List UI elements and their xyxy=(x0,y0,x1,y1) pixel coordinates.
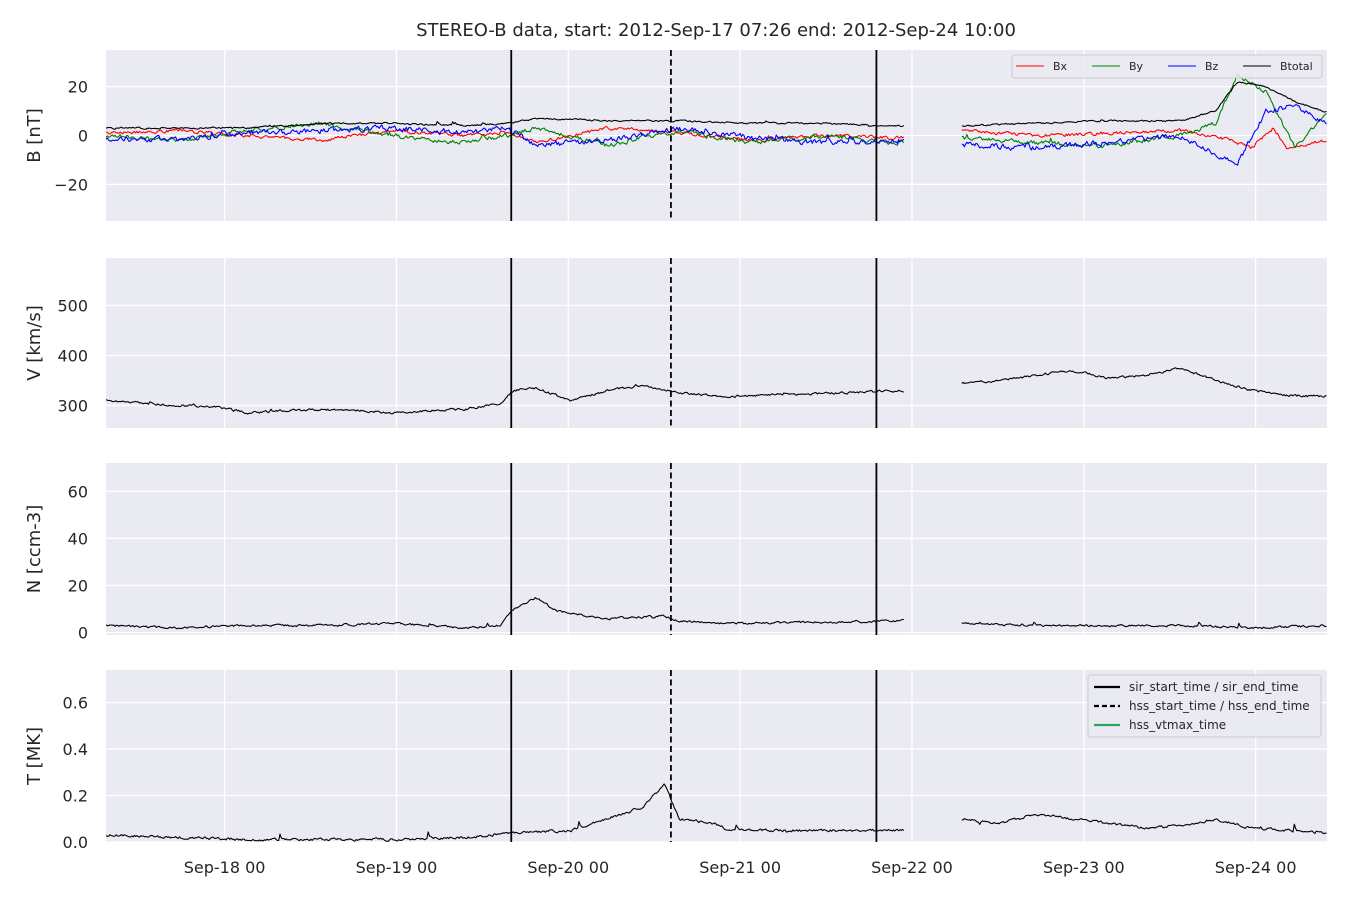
x-tick-label: Sep-20 00 xyxy=(527,858,609,877)
legend-entry-label: hss_start_time / hss_end_time xyxy=(1129,699,1310,713)
chart-title: STEREO-B data, start: 2012-Sep-17 07:26 … xyxy=(416,20,1016,41)
y-tick-label: 0.6 xyxy=(63,694,88,713)
series-group xyxy=(106,597,1327,630)
y-tick-label: 0.4 xyxy=(63,740,88,759)
y-tick-label: 500 xyxy=(57,297,88,316)
plot-area xyxy=(106,463,1327,635)
y-tick-label: 20 xyxy=(68,577,88,596)
series-group xyxy=(106,783,1327,842)
panel-3: 0 20 40 60 N [ccm-3] xyxy=(24,463,1327,643)
y-tick-label: 0.2 xyxy=(63,787,88,806)
series-t-line xyxy=(106,783,1327,842)
panel-4: 0.0 0.2 0.4 0.6 T [MK] Sep-18 00 Sep-19 00 Sep-… xyxy=(24,670,1327,877)
y-tick-label: 0 xyxy=(78,127,88,146)
legend-entry-label: By xyxy=(1129,60,1144,73)
x-tick-label: Sep-18 00 xyxy=(184,858,266,877)
x-tick-label: Sep-24 00 xyxy=(1215,858,1297,877)
x-tick-label: Sep-21 00 xyxy=(699,858,781,877)
y-tick-label: 400 xyxy=(57,347,88,366)
series-group xyxy=(106,73,1327,166)
y-axis-label: B [nT] xyxy=(24,108,45,163)
plot-area xyxy=(106,258,1327,428)
y-axis-label: V [km/s] xyxy=(24,305,45,380)
y-axis-label: N [ccm-3] xyxy=(24,505,45,594)
legend-entry-label: Btotal xyxy=(1280,60,1313,73)
y-tick-label: 0.0 xyxy=(63,833,88,852)
series-bz-line xyxy=(106,104,1327,166)
x-tick-label: Sep-19 00 xyxy=(356,858,438,877)
x-tick-label: Sep-23 00 xyxy=(1043,858,1125,877)
y-tick-label: −20 xyxy=(54,175,88,194)
legend-b: Bx By Bz Btotal xyxy=(1011,54,1323,79)
legend-entry-label: Bz xyxy=(1205,60,1219,73)
legend-events: sir_start_time / sir_end_time hss_start_t… xyxy=(1087,674,1322,738)
panel-2: 300 400 500 V [km/s] xyxy=(24,258,1327,428)
y-tick-label: 40 xyxy=(68,529,88,548)
y-tick-label: 20 xyxy=(68,78,88,97)
legend-entry-label: hss_vtmax_time xyxy=(1129,718,1226,732)
y-tick-label: 300 xyxy=(57,397,88,416)
x-tick-label: Sep-22 00 xyxy=(871,858,953,877)
series-n-line xyxy=(106,597,1327,630)
y-tick-label: 60 xyxy=(68,482,88,501)
legend-entry-label: sir_start_time / sir_end_time xyxy=(1129,680,1299,694)
series-btotal-line xyxy=(106,81,1327,130)
legend-entry-label: Bx xyxy=(1053,60,1068,73)
panel-1: −20 0 20 B [nT] Bx By Bz Btotal xyxy=(24,50,1327,221)
series-v-line xyxy=(106,367,1327,415)
series-group xyxy=(106,367,1327,415)
y-axis-label: T [MK] xyxy=(24,727,45,786)
series-bx-line xyxy=(106,125,1327,150)
y-tick-label: 0 xyxy=(78,624,88,643)
